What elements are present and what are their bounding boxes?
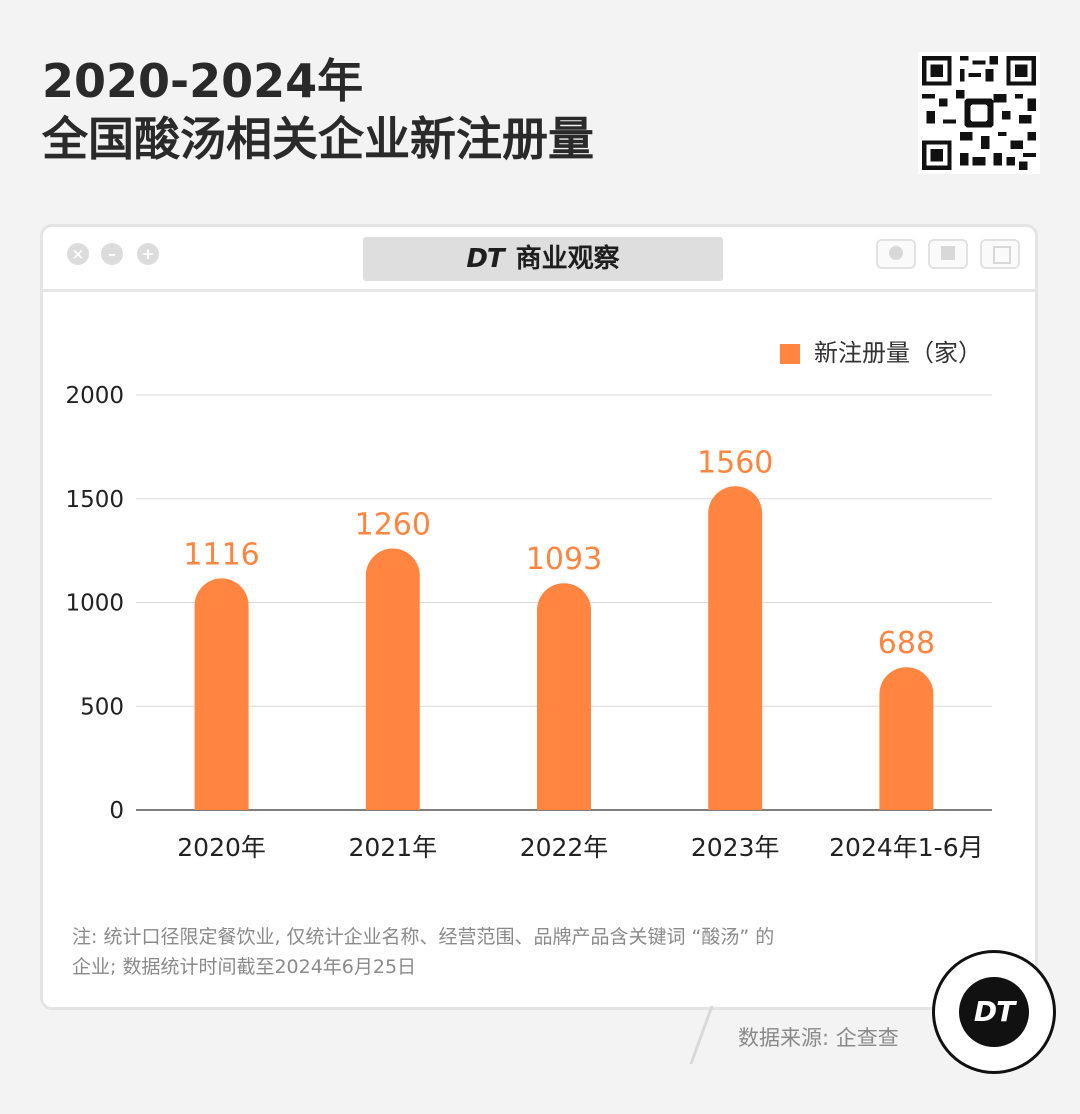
y-tick-label: 2000 (65, 383, 124, 409)
legend-label: 新注册量（家） (814, 339, 982, 367)
chart-note-line1: 注: 统计口径限定餐饮业, 仅统计企业名称、经营范围、品牌产品含关键词 “酸汤”… (72, 926, 775, 948)
data-label: 1260 (355, 508, 431, 543)
chart-note-line2: 企业; 数据统计时间截至2024年6月25日 (72, 956, 417, 978)
bar (194, 578, 249, 810)
data-label: 688 (878, 626, 935, 661)
dt-logo: DT (932, 950, 1056, 1074)
data-source: 数据来源: 企查查 (738, 1026, 899, 1050)
window-button[interactable] (980, 239, 1020, 269)
data-label: 1560 (697, 445, 773, 480)
window-tab[interactable]: DT 商业观察 (363, 237, 723, 281)
x-tick-label: 2022年 (520, 833, 609, 862)
data-label: 1116 (183, 537, 259, 572)
data-label: 1093 (526, 542, 602, 577)
close-icon[interactable]: × (67, 243, 89, 265)
page-title-line2: 全国酸汤相关企业新注册量 (42, 112, 594, 166)
page-title: 2020-2024年 全国酸汤相关企业新注册量 (42, 52, 594, 168)
bar (879, 667, 934, 810)
y-tick-label: 1000 (65, 591, 124, 617)
bar (708, 486, 763, 810)
dt-logo-mark: DT (959, 977, 1029, 1047)
tab-title: 商业观察 (515, 244, 620, 274)
chart-note: 注: 统计口径限定餐饮业, 仅统计企业名称、经营范围、品牌产品含关键词 “酸汤”… (72, 922, 912, 982)
share-button[interactable] (928, 239, 968, 269)
window-titlebar: × – + DT 商业观察 (43, 227, 1035, 292)
record-button[interactable] (876, 239, 916, 269)
x-tick-label: 2021年 (348, 833, 437, 862)
y-tick-label: 500 (80, 694, 124, 720)
maximize-icon[interactable]: + (137, 243, 159, 265)
x-tick-label: 2024年1-6月 (829, 833, 983, 862)
bar (365, 548, 420, 810)
x-tick-label: 2023年 (691, 833, 780, 862)
legend-swatch (780, 344, 800, 364)
y-tick-label: 0 (109, 798, 124, 824)
minimize-icon[interactable]: – (101, 243, 123, 265)
page-title-line1: 2020-2024年 (42, 54, 364, 108)
chart-legend: 新注册量（家） (780, 338, 982, 368)
tab-brand-mark: DT (466, 244, 504, 274)
x-tick-label: 2020年 (177, 833, 266, 862)
bar (537, 583, 591, 810)
y-tick-label: 1500 (65, 487, 124, 513)
qr-code (918, 52, 1040, 174)
